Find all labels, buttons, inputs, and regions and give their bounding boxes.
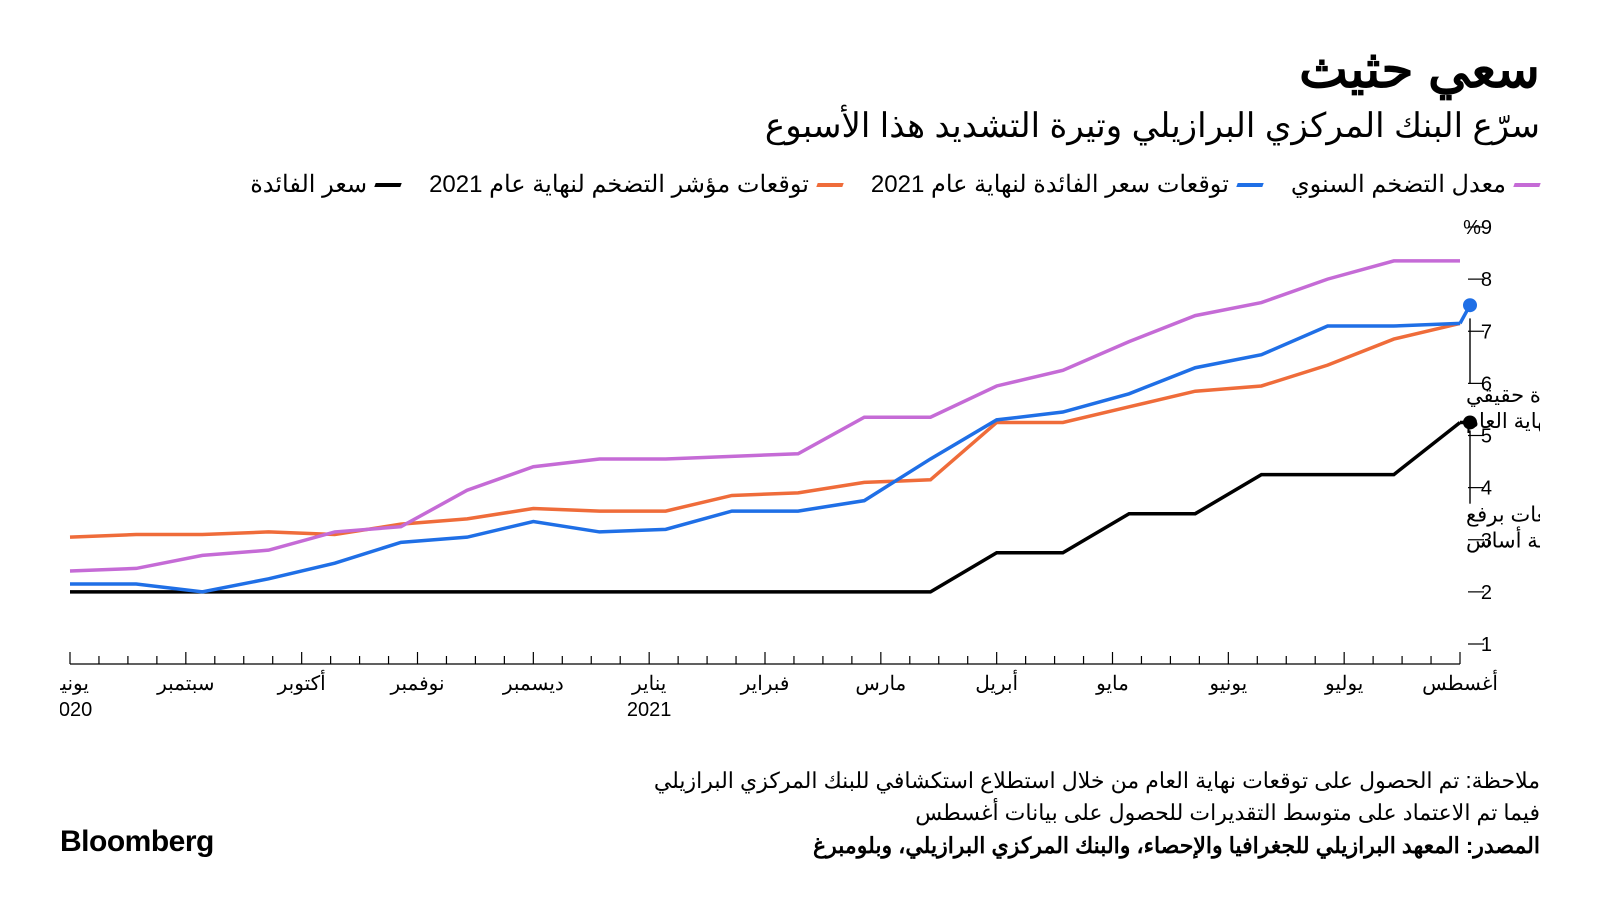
legend-item: توقعات مؤشر التضخم لنهاية عام 2021: [429, 170, 843, 199]
svg-text:يونيو: يونيو: [1208, 673, 1247, 695]
chart-subtitle: سرّع البنك المركزي البرازيلي وتيرة التشد…: [60, 106, 1540, 146]
legend: معدل التضخم السنوي توقعات سعر الفائدة لنه…: [60, 170, 1540, 199]
chart-svg: 12345678%9يونيو2020سبتمبرأكتوبرنوفمبرديس…: [60, 219, 1540, 739]
legend-label: توقعات مؤشر التضخم لنهاية عام 2021: [429, 170, 809, 199]
legend-item: توقعات سعر الفائدة لنهاية عام 2021: [871, 170, 1263, 199]
note-line-1: ملاحظة: تم الحصول على توقعات نهاية العام…: [654, 765, 1540, 797]
legend-swatch: [374, 183, 401, 187]
source-line: المصدر: المعهد البرازيلي للجغرافيا والإح…: [654, 833, 1540, 859]
legend-swatch: [1513, 183, 1540, 187]
svg-text:يونيو: يونيو: [60, 673, 89, 695]
svg-text:1: 1: [1481, 634, 1492, 656]
legend-swatch: [816, 183, 843, 187]
legend-swatch: [1236, 183, 1263, 187]
legend-item: سعر الفائدة: [250, 170, 401, 199]
svg-text:رؤية سعر فائدة حقيقي: رؤية سعر فائدة حقيقي: [1466, 384, 1540, 408]
svg-text:2021: 2021: [627, 699, 672, 721]
svg-text:2: 2: [1481, 582, 1492, 604]
svg-text:ديسمبر: ديسمبر: [502, 673, 564, 695]
svg-text:نوفمبر: نوفمبر: [389, 673, 444, 695]
svg-text:توقعات برفع: توقعات برفع: [1466, 504, 1540, 528]
legend-label: توقعات سعر الفائدة لنهاية عام 2021: [871, 170, 1229, 199]
svg-text:أغسطس: أغسطس: [1422, 669, 1498, 695]
svg-text:إيجابي لنهاية العام: إيجابي لنهاية العام: [1466, 410, 1540, 434]
svg-text:يناير: يناير: [631, 673, 666, 695]
svg-text:2020: 2020: [60, 699, 92, 721]
svg-text:%9: %9: [1463, 219, 1492, 239]
legend-label: سعر الفائدة: [250, 170, 367, 199]
svg-text:يوليو: يوليو: [1324, 673, 1363, 695]
svg-text:قدره 100 نقطة أساس: قدره 100 نقطة أساس: [1466, 526, 1540, 554]
svg-text:أكتوبر: أكتوبر: [277, 669, 326, 695]
note-line-2: فيما تم الاعتماد على متوسط التقديرات للح…: [654, 797, 1540, 829]
legend-item: معدل التضخم السنوي: [1291, 170, 1540, 199]
svg-text:أبريل: أبريل: [975, 669, 1018, 695]
svg-text:فبراير: فبراير: [740, 673, 790, 695]
svg-text:مايو: مايو: [1095, 673, 1129, 695]
brand-logo: Bloomberg: [60, 825, 214, 859]
chart-area: 12345678%9يونيو2020سبتمبرأكتوبرنوفمبرديس…: [60, 219, 1540, 739]
legend-label: معدل التضخم السنوي: [1291, 170, 1506, 199]
svg-text:8: 8: [1481, 269, 1492, 291]
svg-text:4: 4: [1481, 478, 1492, 500]
svg-text:سبتمبر: سبتمبر: [156, 673, 214, 695]
chart-title: سعي حثيث: [60, 40, 1540, 100]
svg-text:7: 7: [1481, 321, 1492, 343]
svg-text:مارس: مارس: [855, 673, 906, 695]
